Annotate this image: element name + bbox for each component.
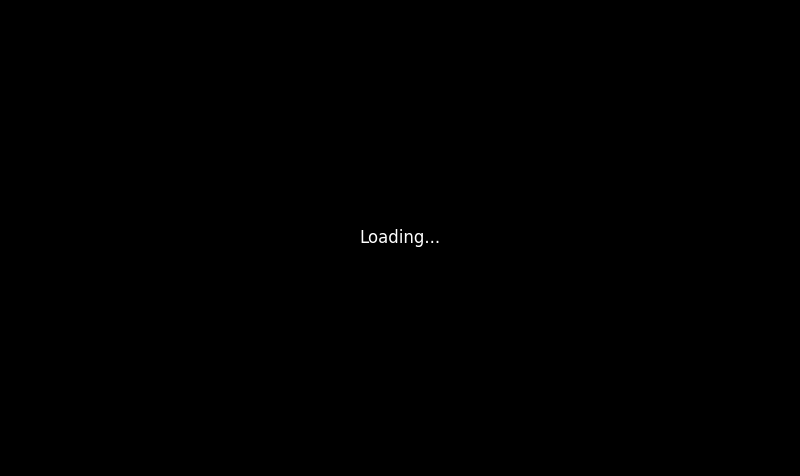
Text: Loading...: Loading... (359, 229, 441, 247)
